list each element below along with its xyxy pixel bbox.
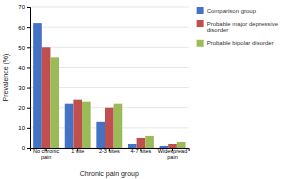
legend-label: Probable bipolar disorder xyxy=(207,40,274,46)
y-tick-label: 40 xyxy=(18,65,25,71)
x-tick-label: 2-3 sites xyxy=(99,148,120,154)
x-tick: No chronicpain xyxy=(33,148,60,160)
legend-item: Probable major depressivedisorder xyxy=(197,20,279,33)
bar xyxy=(137,138,146,148)
bar xyxy=(96,122,105,148)
x-tick-label: Widespreadpain xyxy=(158,148,187,160)
x-tick-label: 4-7 sites xyxy=(131,148,152,154)
chart: Comparison group Probable major depressiv… xyxy=(0,0,282,179)
x-tick: Widespreadpain xyxy=(158,148,187,160)
legend: Comparison group Probable major depressiv… xyxy=(197,7,279,47)
y-axis: 0 10 20 30 40 50 60 70 xyxy=(18,4,30,151)
x-tick: 4-7 sites xyxy=(131,148,152,154)
y-tick-mark xyxy=(27,88,30,89)
x-tick: 1 site xyxy=(71,148,84,154)
bar xyxy=(33,23,42,148)
bar xyxy=(145,136,154,148)
bar xyxy=(42,47,51,148)
grid-line xyxy=(30,7,189,8)
bar xyxy=(82,102,91,148)
legend-swatch xyxy=(197,7,204,14)
plot: 0 10 20 30 40 50 60 70 No chronicpain 1 site 2-3 s… xyxy=(2,4,189,178)
y-tick: 40 xyxy=(18,65,30,71)
bars xyxy=(33,23,185,148)
x-axis: No chronicpain 1 site 2-3 sites 4-7 sites Wi… xyxy=(31,148,190,160)
series xyxy=(50,57,185,148)
bar xyxy=(114,104,123,148)
legend-swatch xyxy=(197,40,204,47)
y-tick-label: 30 xyxy=(18,85,25,91)
x-tick-label: 1 site xyxy=(71,148,84,154)
y-tick-label: 10 xyxy=(18,125,25,131)
x-tick: 2-3 sites xyxy=(99,148,120,154)
y-tick-mark xyxy=(27,27,30,28)
legend-label: Comparison group xyxy=(207,8,257,14)
x-axis-title: Chronic pain group xyxy=(80,170,139,178)
y-tick: 50 xyxy=(18,45,30,51)
y-tick-mark xyxy=(27,108,30,109)
y-tick: 10 xyxy=(18,125,30,131)
y-tick-label: 70 xyxy=(18,4,25,10)
y-tick: 0 xyxy=(22,145,30,151)
x-tick-label: No chronicpain xyxy=(33,148,60,160)
y-tick-label: 60 xyxy=(18,25,25,31)
y-tick: 30 xyxy=(18,85,30,91)
bar xyxy=(105,108,114,148)
bar xyxy=(65,104,74,148)
y-tick-label: 50 xyxy=(18,45,25,51)
legend-label: Probable major depressivedisorder xyxy=(207,21,279,34)
legend-swatch xyxy=(197,20,204,27)
y-tick-mark xyxy=(27,47,30,48)
y-tick-label: 0 xyxy=(22,145,26,151)
series xyxy=(33,23,168,148)
y-tick-label: 20 xyxy=(18,105,25,111)
series xyxy=(42,47,177,148)
y-tick: 20 xyxy=(18,105,30,111)
y-tick-mark xyxy=(27,7,30,8)
y-axis-line xyxy=(27,8,31,149)
bar xyxy=(50,57,59,148)
grid-line xyxy=(30,47,189,48)
legend-item: Comparison group xyxy=(197,7,257,14)
grid-line xyxy=(30,27,189,28)
y-tick-mark xyxy=(27,67,30,68)
bar xyxy=(73,100,82,148)
y-tick-mark xyxy=(27,128,30,129)
grid xyxy=(30,7,189,148)
y-axis-title: Prevalence (%) xyxy=(2,54,10,102)
y-tick-mark xyxy=(27,148,30,149)
y-tick: 70 xyxy=(18,4,30,10)
legend-item: Probable bipolar disorder xyxy=(197,40,274,47)
y-tick: 60 xyxy=(18,25,30,31)
